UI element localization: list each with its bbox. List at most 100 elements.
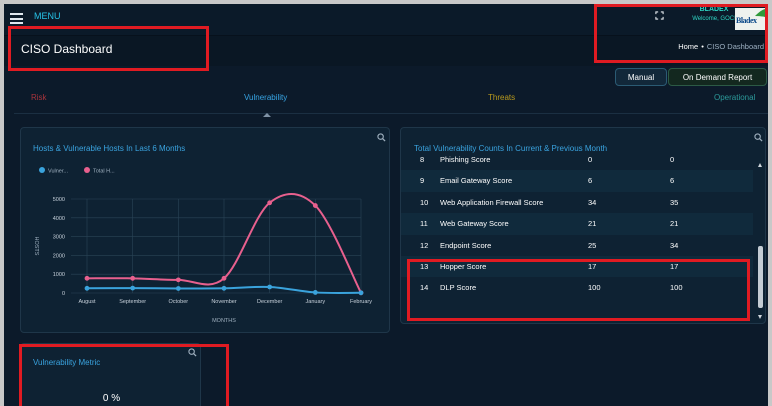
search-icon[interactable] <box>754 133 763 142</box>
top-navbar: MENU BLADEX Welcome, GOC! Bladex <box>4 4 768 36</box>
vulnerability-metric-value: 0 % <box>102 393 121 404</box>
data-point <box>267 200 273 206</box>
row-name: Email Gateway Score <box>440 176 513 186</box>
x-tick-label: December <box>257 299 283 305</box>
vulnerability-counts-card: Total Vulnerability Counts In Current & … <box>400 127 766 324</box>
tab-threats[interactable]: Threats <box>488 93 516 102</box>
row-name: Web Gateway Score <box>440 219 509 229</box>
scroll-thumb[interactable] <box>758 246 763 308</box>
table-row: 14 DLP Score 100 100 <box>401 277 753 298</box>
search-icon[interactable] <box>188 348 197 357</box>
row-number: 12 <box>420 240 429 250</box>
data-point <box>312 203 318 208</box>
data-point <box>130 275 136 281</box>
breadcrumb-home[interactable]: Home <box>678 42 699 51</box>
legend-marker <box>84 167 90 173</box>
table-row: 8 Phishing Score 0 0 <box>401 149 753 170</box>
x-axis-title: MONTHS <box>212 318 236 324</box>
row-current: 100 <box>588 283 601 293</box>
row-name: Web Application Firewall Score <box>440 197 544 207</box>
row-number: 9 <box>420 176 425 186</box>
table-row: 13 Hopper Score 17 17 <box>401 255 753 278</box>
company-logo: Bladex <box>735 8 766 30</box>
data-point <box>84 275 90 281</box>
x-tick-label: August <box>78 299 96 305</box>
logo-text: Bladex <box>736 16 757 25</box>
row-number: 14 <box>420 283 429 293</box>
data-point <box>221 285 227 291</box>
row-name: Endpoint Score <box>440 240 492 250</box>
table-row: 11 Web Gateway Score 21 21 <box>401 213 753 235</box>
on-demand-report-button[interactable]: On Demand Report <box>668 68 767 86</box>
tab-vulnerability[interactable]: Vulnerability <box>244 93 288 102</box>
legend-label: Vulner... <box>48 169 68 175</box>
row-name: Phishing Score <box>440 155 491 164</box>
hamburger-menu-icon[interactable] <box>10 13 23 24</box>
scroll-up-arrow-icon[interactable] <box>758 163 762 167</box>
x-tick-label: November <box>211 299 237 305</box>
scroll-down-arrow-icon[interactable] <box>758 315 762 319</box>
row-current: 6 <box>588 176 593 186</box>
breadcrumb: Home • CISO Dashboard <box>678 42 764 51</box>
hosts-line-chart: Vulner... Total H... 0 1000 2000 3000 4000 5000… <box>33 167 372 324</box>
row-number: 13 <box>420 261 429 271</box>
vulnerability-table: 8 Phishing Score 0 0 9 Email Gateway Sco… <box>401 155 753 299</box>
data-point <box>84 285 90 291</box>
x-tick-label: September <box>119 299 146 305</box>
active-tab-indicator <box>263 113 271 117</box>
user-name[interactable]: BLADEX <box>699 6 729 13</box>
table-row: 12 Endpoint Score 25 34 <box>401 235 753 256</box>
table-row: 10 Web Application Firewall Score 34 35 <box>401 192 753 213</box>
y-tick-label: 0 <box>62 291 65 297</box>
page-title: CISO Dashboard <box>21 42 113 56</box>
row-number: 10 <box>420 197 429 207</box>
breadcrumb-separator: • <box>701 42 704 51</box>
y-tick-label: 5000 <box>53 197 65 203</box>
row-current: 25 <box>588 240 597 250</box>
y-tick-label: 4000 <box>53 216 65 222</box>
row-previous: 6 <box>670 176 675 186</box>
row-previous: 34 <box>670 240 679 250</box>
row-current: 17 <box>588 261 597 271</box>
data-point <box>130 285 136 291</box>
legend-label: Total H... <box>93 169 115 175</box>
expand-icon[interactable] <box>655 11 664 20</box>
tabs-divider <box>14 113 768 114</box>
y-axis-title: HOSTS <box>33 237 39 256</box>
data-point <box>267 284 273 290</box>
data-point <box>175 286 181 291</box>
hosts-chart-card: Hosts & Vulnerable Hosts In Last 6 Month… <box>20 127 390 333</box>
row-previous: 21 <box>670 219 679 229</box>
manual-button[interactable]: Manual <box>615 68 667 86</box>
row-current: 21 <box>588 219 597 229</box>
row-name: DLP Score <box>440 283 477 293</box>
x-tick-label: October <box>169 299 189 305</box>
hosts-chart-title: Hosts & Vulnerable Hosts In Last 6 Month… <box>33 144 186 153</box>
row-previous: 0 <box>670 155 675 164</box>
data-point <box>175 277 181 283</box>
y-tick-label: 3000 <box>53 235 65 241</box>
data-point <box>358 290 364 296</box>
tab-risk[interactable]: Risk <box>31 93 47 102</box>
row-previous: 17 <box>670 261 679 271</box>
data-point <box>312 290 318 295</box>
row-current: 34 <box>588 197 597 207</box>
legend-marker <box>39 167 45 173</box>
row-previous: 35 <box>670 197 679 207</box>
user-welcome: Welcome, GOC! <box>692 16 736 22</box>
row-name: Hopper Score <box>440 261 487 271</box>
x-tick-label: January <box>306 299 326 305</box>
breadcrumb-current: CISO Dashboard <box>706 42 764 51</box>
y-tick-label: 2000 <box>53 253 65 259</box>
table-scrollbar[interactable] <box>757 163 764 323</box>
table-row: 9 Email Gateway Score 6 6 <box>401 170 753 192</box>
vulnerability-metric-title: Vulnerability Metric <box>33 358 101 367</box>
vulnerability-metric-card: Vulnerability Metric 0 % <box>20 343 201 406</box>
row-number: 11 <box>420 219 428 229</box>
row-current: 0 <box>588 155 593 164</box>
tab-operational[interactable]: Operational <box>714 93 756 102</box>
search-icon[interactable] <box>377 133 386 142</box>
menu-label[interactable]: MENU <box>34 11 61 21</box>
x-tick-label: February <box>350 299 372 305</box>
y-tick-label: 1000 <box>53 272 65 278</box>
